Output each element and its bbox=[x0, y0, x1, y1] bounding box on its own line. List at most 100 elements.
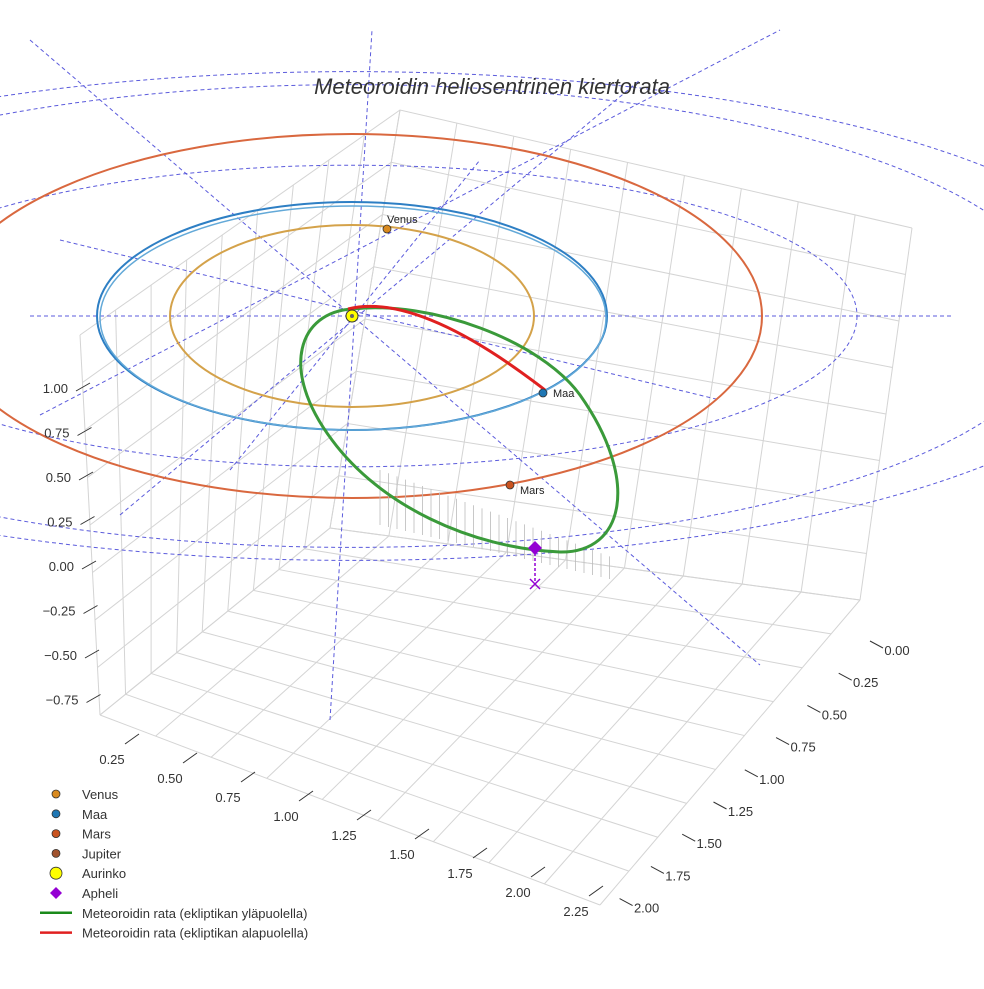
grid-line-floor bbox=[125, 693, 630, 872]
grid-line-horizontal bbox=[84, 213, 900, 431]
legend-entry-label: Mars bbox=[82, 827, 111, 842]
legend: Venus Maa Mars Jupiter Aurinko Apheli Meteoroi… bbox=[40, 787, 308, 941]
y-tick-label: 0.50 bbox=[822, 707, 847, 722]
grid-line-horizontal bbox=[87, 266, 893, 478]
z-tick-label: −0.50 bbox=[44, 648, 77, 663]
x-tick-mark bbox=[414, 828, 430, 840]
meteoroid-track bbox=[299, 304, 620, 582]
grid-line-floor bbox=[99, 527, 331, 716]
x-tick-mark bbox=[298, 790, 314, 802]
marker-mars bbox=[505, 480, 515, 490]
grid-line-floor bbox=[599, 599, 861, 906]
chart-title: Meteoroidin heliosentrinen kiertorata bbox=[314, 74, 670, 99]
grid-line-floor bbox=[155, 535, 390, 737]
grid-layer bbox=[79, 109, 913, 906]
z-tick-mark bbox=[78, 471, 94, 481]
y-tick-label: 1.00 bbox=[759, 772, 784, 787]
grid-line-floor bbox=[210, 543, 449, 758]
marker-label-mars: Mars bbox=[520, 485, 545, 497]
grid-line-floor bbox=[432, 575, 684, 843]
legend-entry-label: Meteoroidin rata (ekliptikan alapuolella… bbox=[82, 926, 308, 941]
y-tick-mark bbox=[744, 769, 759, 778]
legend-entry-label: Venus bbox=[82, 787, 119, 802]
z-tick-mark bbox=[80, 516, 95, 525]
grid-line-horizontal bbox=[97, 475, 867, 668]
grid-line-floor bbox=[202, 631, 716, 770]
grid-line-floor bbox=[304, 548, 832, 635]
z-tick-label: 0.75 bbox=[44, 426, 69, 441]
x-tick-mark bbox=[124, 733, 140, 745]
legend-entry-label: Maa bbox=[82, 807, 108, 822]
grid-line-floor bbox=[321, 559, 566, 800]
grid-line-floor bbox=[150, 672, 658, 838]
meteoroid-track-below-ecliptic bbox=[347, 304, 546, 392]
z-tick-mark bbox=[86, 694, 101, 703]
y-tick-mark bbox=[713, 801, 727, 810]
x-tick-mark bbox=[182, 752, 198, 764]
x-tick-label: 2.00 bbox=[505, 885, 530, 900]
orbit-mars bbox=[0, 133, 763, 499]
grid-line-floor bbox=[253, 589, 774, 703]
x-tick-label: 0.25 bbox=[99, 752, 124, 767]
markers: Venus Maa Mars bbox=[345, 214, 575, 590]
x-tick-label: 0.50 bbox=[157, 771, 182, 786]
y-tick-label: 0.00 bbox=[884, 643, 909, 658]
grid-line-floor bbox=[544, 591, 802, 885]
z-tick-label: 1.00 bbox=[43, 381, 68, 396]
legend-symbol bbox=[51, 789, 61, 799]
orbit-venus bbox=[169, 224, 535, 408]
y-tick-label: 1.75 bbox=[665, 868, 690, 883]
x-tick-mark bbox=[356, 809, 372, 821]
meteoroid-track-above-ecliptic bbox=[299, 306, 620, 554]
y-tick-label: 0.25 bbox=[853, 675, 878, 690]
legend-symbol bbox=[51, 829, 61, 838]
ecliptic-guide-line bbox=[119, 79, 641, 516]
legend-entry-label: Meteoroidin rata (ekliptikan yläpuolella… bbox=[82, 906, 307, 921]
z-tick-label: −0.75 bbox=[46, 693, 79, 708]
z-tick-mark bbox=[81, 560, 97, 570]
y-tick-mark bbox=[619, 898, 633, 907]
legend-symbol bbox=[51, 809, 61, 819]
legend-entry-label: Jupiter bbox=[82, 846, 122, 861]
y-tick-mark bbox=[650, 865, 665, 874]
z-tick-label: 0.00 bbox=[49, 559, 74, 574]
legend-symbol bbox=[50, 887, 62, 899]
legend-entry-label: Aurinko bbox=[82, 866, 126, 881]
y-tick-label: 1.25 bbox=[728, 804, 753, 819]
grid-line-horizontal bbox=[82, 161, 906, 383]
x-tick-mark bbox=[530, 866, 546, 878]
y-tick-label: 0.75 bbox=[790, 740, 815, 755]
legend-symbol bbox=[51, 849, 61, 858]
z-tick-label: 0.25 bbox=[47, 515, 72, 530]
ecliptic-guide-line bbox=[59, 239, 721, 401]
z-tick-mark bbox=[75, 382, 91, 392]
planet-orbits bbox=[0, 133, 763, 499]
grid-line-floor bbox=[329, 527, 861, 601]
x-tick-label: 1.25 bbox=[331, 828, 356, 843]
y-tick-label: 2.00 bbox=[634, 901, 659, 916]
x-tick-label: 1.00 bbox=[273, 809, 298, 824]
y-tick-mark bbox=[869, 640, 884, 649]
y-tick-mark bbox=[838, 672, 852, 681]
z-tick-label: 0.50 bbox=[46, 470, 71, 485]
x-tick-mark bbox=[472, 847, 488, 859]
grid-line-floor bbox=[176, 652, 687, 804]
marker-venus bbox=[382, 224, 392, 234]
x-tick-label: 2.25 bbox=[563, 904, 588, 919]
legend-symbol bbox=[49, 866, 63, 880]
marker-label-venus: Venus bbox=[387, 214, 418, 226]
grid-line-floor bbox=[99, 714, 601, 906]
marker-label-maa: Maa bbox=[553, 388, 575, 400]
z-tick-label: −0.25 bbox=[43, 604, 76, 619]
axis-ticks: 1.00 0.75 0.50 0.25 0.00 −0.25 −0.50 −0.75 0.25 0… bbox=[43, 381, 910, 919]
y-tick-label: 1.50 bbox=[697, 836, 722, 851]
x-tick-label: 0.75 bbox=[215, 790, 240, 805]
ecliptic-guide-circle bbox=[0, 84, 984, 548]
grid-line-floor bbox=[227, 610, 745, 737]
grid-line-floor bbox=[488, 583, 743, 864]
grid-line-floor bbox=[377, 567, 625, 821]
grid-line-horizontal bbox=[79, 109, 913, 336]
z-tick-mark bbox=[77, 427, 92, 436]
